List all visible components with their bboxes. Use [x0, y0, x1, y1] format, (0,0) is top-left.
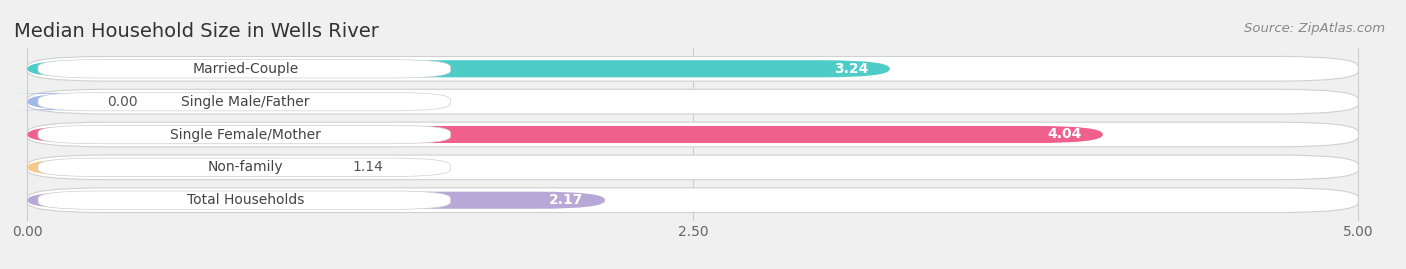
Text: Single Male/Father: Single Male/Father [181, 95, 309, 109]
FancyBboxPatch shape [27, 155, 1358, 180]
FancyBboxPatch shape [8, 93, 94, 110]
Text: 4.04: 4.04 [1047, 128, 1081, 141]
Text: 3.24: 3.24 [834, 62, 869, 76]
Text: 0.00: 0.00 [107, 95, 138, 109]
Text: Median Household Size in Wells River: Median Household Size in Wells River [14, 22, 380, 41]
FancyBboxPatch shape [27, 188, 1358, 213]
FancyBboxPatch shape [27, 89, 1358, 114]
FancyBboxPatch shape [38, 158, 450, 176]
Text: Married-Couple: Married-Couple [193, 62, 298, 76]
FancyBboxPatch shape [27, 60, 890, 77]
FancyBboxPatch shape [27, 192, 605, 209]
Text: Source: ZipAtlas.com: Source: ZipAtlas.com [1244, 22, 1385, 34]
Text: 2.17: 2.17 [550, 193, 583, 207]
FancyBboxPatch shape [38, 93, 450, 111]
FancyBboxPatch shape [27, 56, 1358, 81]
FancyBboxPatch shape [38, 191, 450, 209]
FancyBboxPatch shape [38, 60, 450, 78]
FancyBboxPatch shape [38, 125, 450, 144]
Text: 1.14: 1.14 [352, 160, 382, 174]
FancyBboxPatch shape [27, 122, 1358, 147]
Text: Single Female/Mother: Single Female/Mother [170, 128, 321, 141]
FancyBboxPatch shape [27, 126, 1102, 143]
FancyBboxPatch shape [27, 159, 330, 176]
Text: Total Households: Total Households [187, 193, 304, 207]
Text: Non-family: Non-family [208, 160, 284, 174]
